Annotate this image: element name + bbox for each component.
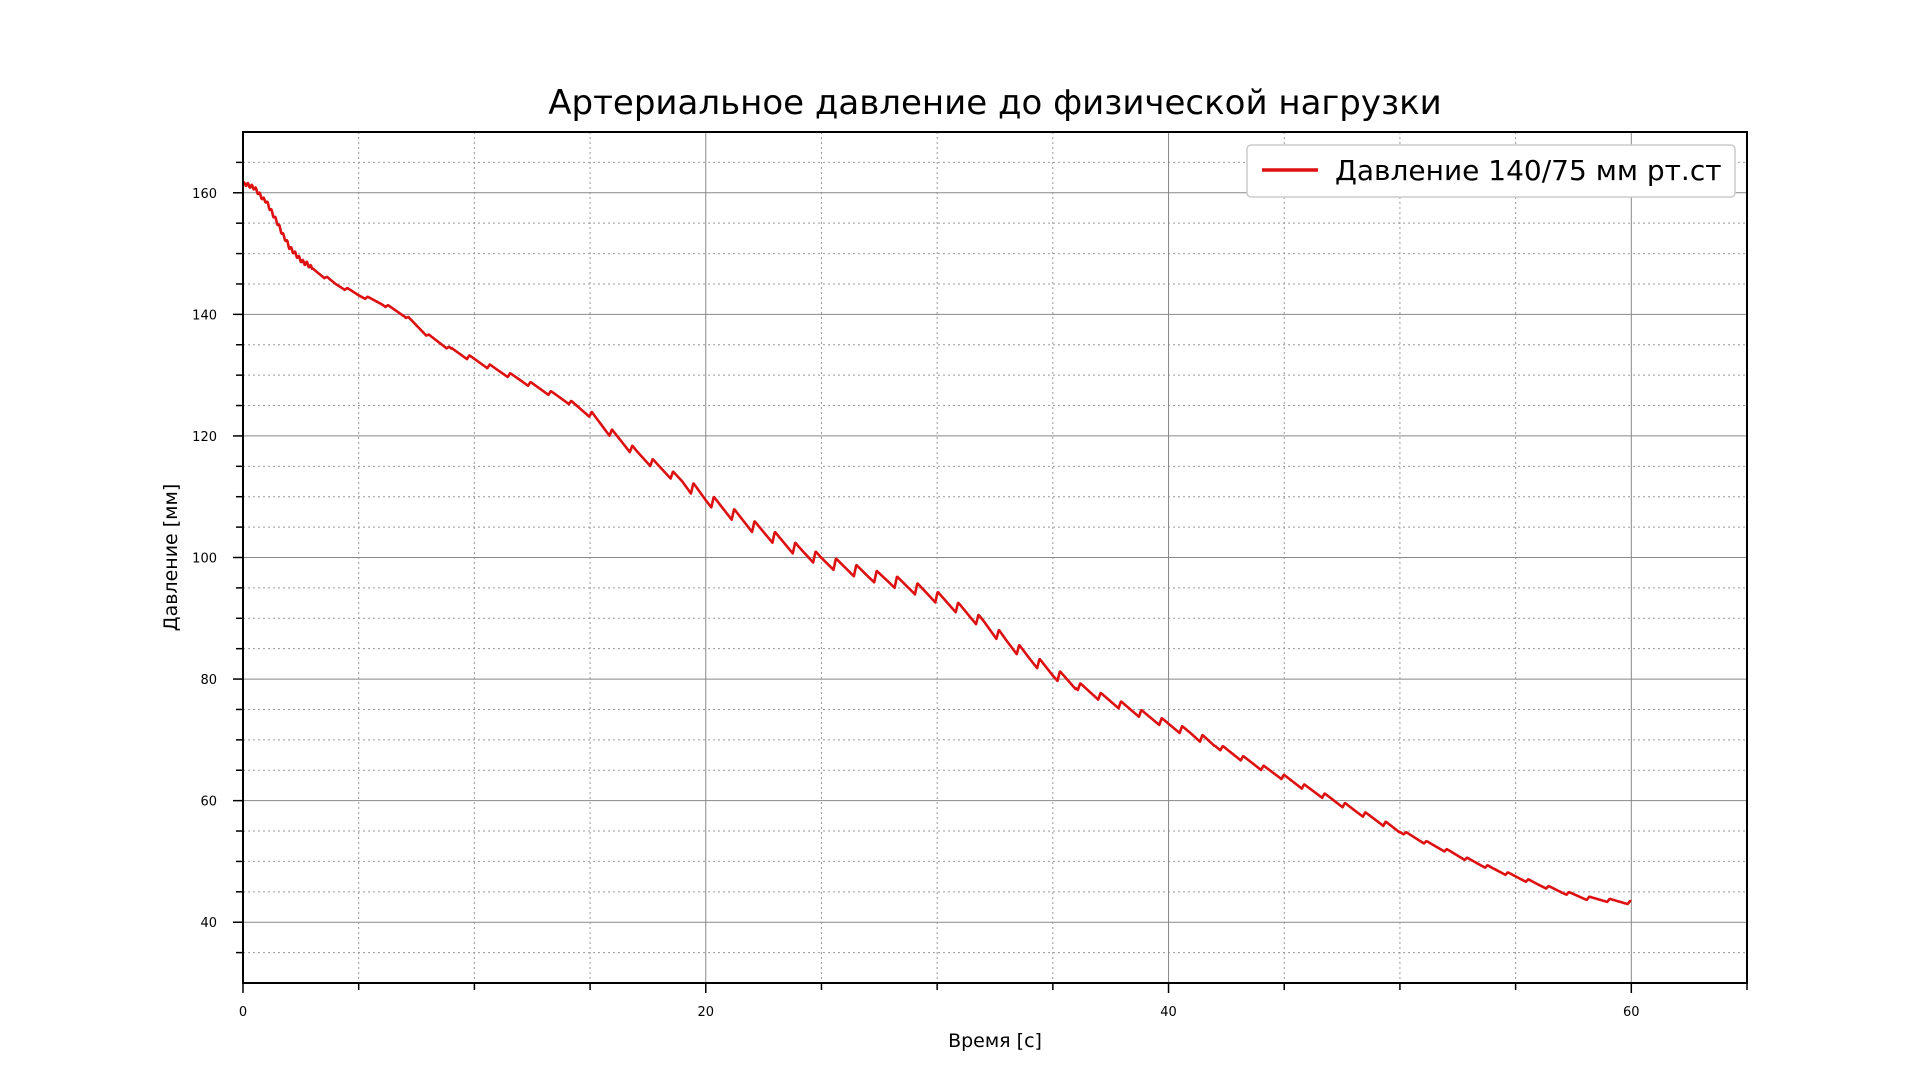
x-axis-label: Время [с] [948,1030,1042,1052]
x-tick-label: 60 [1623,1005,1640,1020]
series-line [241,181,1633,906]
x-tick-label: 20 [697,1005,714,1020]
y-tick-label: 80 [200,673,217,688]
legend-label: Давление 140/75 мм рт.ст [1335,154,1722,187]
y-axis-label: Давление [мм] [160,484,182,632]
x-tick-label: 40 [1160,1005,1177,1020]
y-tick-label: 60 [200,795,217,810]
y-tick-label: 120 [192,430,217,445]
y-tick-label: 160 [192,187,217,202]
y-tick-label: 100 [192,552,217,567]
legend: Давление 140/75 мм рт.ст [1246,144,1736,198]
grid [242,132,1748,983]
axis-ticks: 0 20 40 60 40 60 80 100 120 140 160 [192,161,1748,1020]
legend-box [1246,144,1736,198]
x-tick-label: 0 [239,1005,247,1020]
chart-title: Артериальное давление до физической нагр… [548,83,1441,123]
y-tick-label: 140 [192,308,217,323]
plot-area [241,181,1633,906]
y-tick-label: 40 [200,916,217,931]
